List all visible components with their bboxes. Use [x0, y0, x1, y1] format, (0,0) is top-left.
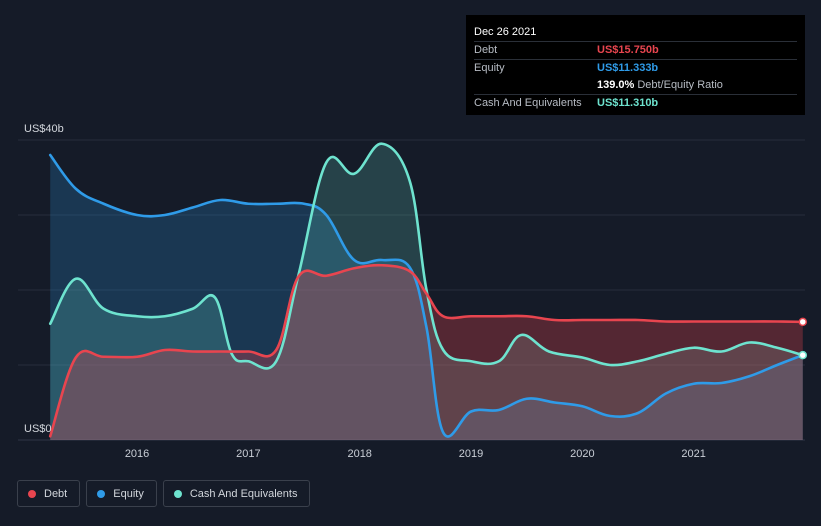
tooltip-cash-value: US$11.310b — [597, 97, 659, 109]
end-markers — [798, 317, 808, 360]
chart-tooltip: Dec 26 2021 Debt US$15.750b Equity US$11… — [466, 15, 805, 115]
tooltip-row-debt: Debt US$15.750b — [474, 41, 797, 59]
area-debt — [50, 265, 803, 440]
tooltip-ratio-label — [474, 77, 597, 94]
line-cash — [48, 142, 805, 370]
tooltip-equity-label: Equity — [474, 62, 505, 74]
end-marker-debt — [798, 317, 808, 327]
axis-labels: US$40b US$0 — [24, 123, 64, 435]
tooltip-ratio-value: 139.0% — [597, 79, 635, 91]
tooltip-row-ratio: 139.0% Debt/Equity Ratio — [474, 77, 797, 94]
x-tick-label: 2021 — [681, 448, 705, 460]
x-tick-label: 2019 — [459, 448, 483, 460]
legend-dot-debt — [28, 489, 36, 498]
legend-dot-equity — [97, 489, 106, 498]
line-equity — [48, 153, 805, 438]
x-tick-label: 2020 — [570, 448, 594, 460]
tooltip-row-cash: Cash And Equivalents US$11.310b — [474, 94, 797, 112]
legend-item-equity[interactable]: Equity — [86, 480, 157, 507]
area-equity — [50, 155, 803, 440]
legend-label-debt: Debt — [44, 487, 68, 500]
x-tick-label: 2016 — [125, 448, 149, 460]
legend-item-debt[interactable]: Debt — [17, 480, 81, 507]
chart-legend: Debt Equity Cash And Equivalents — [17, 480, 311, 507]
legend-label-equity: Equity — [113, 487, 144, 500]
legend-dot-cash — [173, 489, 182, 498]
tooltip-ratio-text: Debt/Equity Ratio — [637, 79, 723, 91]
tooltip-date: Dec 26 2021 — [474, 26, 537, 38]
legend-item-cash[interactable]: Cash And Equivalents — [162, 480, 311, 507]
series-lines — [48, 142, 805, 438]
tooltip-equity-value: US$11.333b — [597, 62, 659, 74]
tooltip-row-equity: Equity US$11.333b — [474, 59, 797, 77]
y-axis-bottom-label: US$0 — [24, 423, 52, 435]
tooltip-debt-value: US$15.750b — [597, 44, 659, 56]
x-tick-label: 2018 — [347, 448, 371, 460]
line-debt — [48, 263, 805, 438]
tooltip-cash-label: Cash And Equivalents — [474, 97, 582, 109]
y-axis-top-label: US$40b — [24, 123, 64, 135]
end-marker-cash — [798, 350, 808, 360]
tooltip-debt-label: Debt — [474, 44, 498, 56]
x-axis-ticks: 2016 2017 2018 2019 2020 2021 — [125, 448, 706, 460]
x-tick-label: 2017 — [236, 448, 260, 460]
legend-label-cash: Cash And Equivalents — [189, 487, 298, 500]
